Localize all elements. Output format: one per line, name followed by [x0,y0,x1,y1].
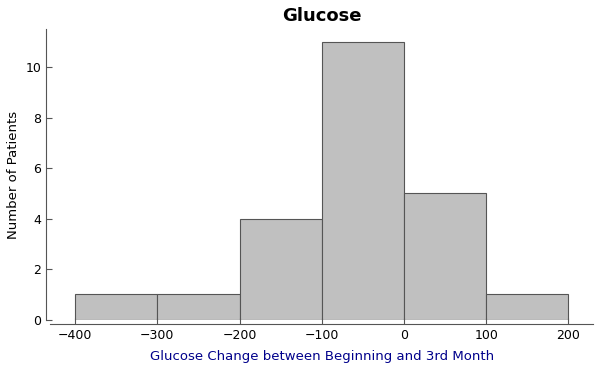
Bar [486,295,568,320]
Bar [322,42,404,320]
Bar [157,295,239,320]
Bar [404,194,486,320]
Bar [75,295,157,320]
Y-axis label: Number of Patients: Number of Patients [7,110,20,239]
X-axis label: Glucose Change between Beginning and 3rd Month: Glucose Change between Beginning and 3rd… [149,350,494,363]
Title: Glucose: Glucose [282,7,361,25]
Bar [239,219,322,320]
